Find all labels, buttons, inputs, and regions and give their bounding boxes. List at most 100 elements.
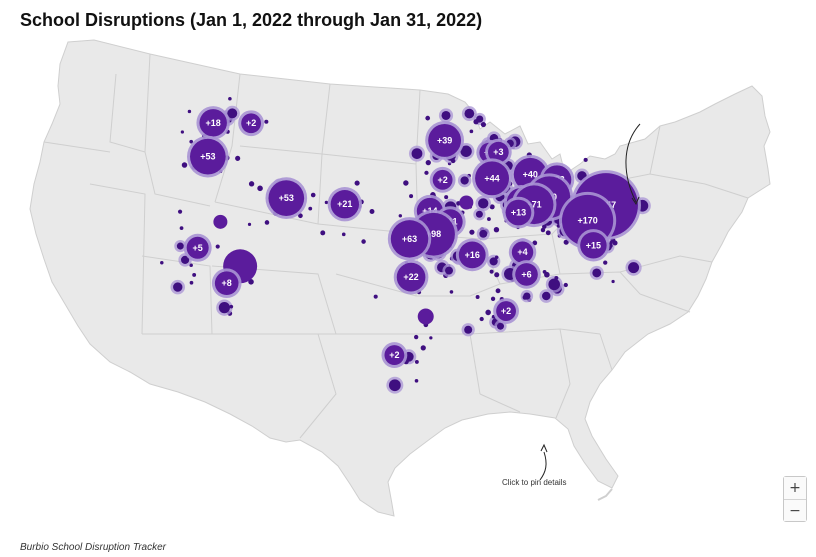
disruption-dot: [341, 232, 346, 237]
school-disruption-map[interactable]: +18+2+53+39+2+3+40+22+357+44+53+5+2+21+9…: [0, 34, 816, 534]
cluster-marker[interactable]: +44: [472, 158, 512, 199]
disruption-dot: [298, 213, 303, 219]
cluster-fill: [515, 263, 538, 286]
cluster-count-label: +13: [511, 208, 526, 218]
disruption-dot: [494, 272, 500, 278]
disruption-dot: [485, 309, 491, 316]
disruption-dot: [444, 195, 449, 200]
cluster-marker[interactable]: +39: [425, 121, 465, 160]
cluster-count-label: +15: [586, 240, 601, 250]
cluster-marker[interactable]: +53: [265, 177, 308, 219]
disruption-dot: [493, 227, 500, 233]
disruption-dot: [179, 226, 184, 231]
cluster-marker[interactable]: +2: [238, 110, 265, 137]
cluster-marker[interactable]: +18: [196, 106, 230, 140]
disruption-dot: [424, 170, 429, 175]
cluster-count-label: +8: [222, 278, 232, 288]
disruption-dot: [229, 304, 234, 309]
cluster-marker[interactable]: +53: [187, 135, 229, 178]
disruption-dot: [264, 119, 269, 124]
cluster-count-label: +16: [465, 250, 480, 260]
cluster-marker[interactable]: +63: [387, 217, 432, 261]
cluster-count-label: +2: [389, 350, 399, 360]
disruption-dot: [464, 108, 475, 119]
disruption-dot: [369, 209, 375, 214]
cluster-marker[interactable]: +16: [455, 238, 489, 272]
disruption-dot: [469, 229, 475, 235]
pointer-arrows: [539, 123, 641, 481]
disruption-dot: [603, 260, 608, 265]
disruption-dot: [475, 210, 483, 218]
cluster-marker[interactable]: +6: [512, 260, 541, 289]
disruption-dot: [494, 255, 499, 260]
disruption-dot: [487, 217, 491, 221]
map-title: School Disruptions (Jan 1, 2022 through …: [20, 10, 483, 30]
zoom-in-button[interactable]: +: [784, 477, 806, 499]
disruption-dot: [475, 295, 480, 299]
cluster-count-label: +4: [517, 247, 527, 257]
cluster-fill: [330, 190, 360, 219]
disruption-dot: [489, 204, 495, 210]
disruption-dot: [542, 269, 547, 274]
disruption-dot: [215, 244, 220, 249]
source-credit: Burbio School Disruption Tracker: [20, 542, 166, 553]
cluster-count-label: +39: [437, 135, 452, 145]
disruption-dot: [460, 176, 469, 185]
cluster-count-label: +170: [577, 215, 597, 225]
disruption-dot: [491, 134, 497, 139]
cluster-count-label: +40: [523, 169, 538, 179]
disruption-dot: [583, 157, 588, 162]
disruption-dot: [264, 220, 270, 225]
cluster-marker[interactable]: +21: [327, 187, 363, 222]
disruption-dot: [373, 294, 378, 299]
cluster-fill: [396, 262, 426, 292]
disruption-dot: [414, 359, 419, 364]
cluster-count-label: +53: [279, 193, 294, 203]
disruption-dot: [609, 240, 613, 245]
disruption-dot: [479, 229, 488, 238]
cluster-fill: [268, 180, 305, 216]
cluster-marker[interactable]: +8: [211, 268, 242, 299]
cluster-fill: [488, 141, 509, 163]
disruption-dot: [445, 266, 453, 275]
disruption-dot: [540, 227, 546, 233]
arrow-to-cluster-22: [625, 123, 641, 203]
disruption-dot: [398, 214, 403, 218]
cluster-marker[interactable]: +2: [493, 298, 519, 324]
disruption-dot: [409, 194, 414, 199]
disruption-dot: [324, 200, 329, 205]
cluster-count-label: +63: [402, 234, 417, 244]
disruption-dot: [479, 316, 484, 322]
disruption-dot: [228, 96, 232, 101]
disruption-dot: [495, 288, 501, 294]
arrow-head: [631, 196, 640, 206]
cluster-fill: [241, 113, 262, 134]
disruption-dot: [425, 115, 431, 121]
disruption-dot: [218, 302, 230, 314]
large-disruption-dot: [417, 308, 434, 325]
disruption-dot: [489, 269, 494, 274]
zoom-out-button[interactable]: −: [784, 499, 806, 521]
cluster-marker[interactable]: +2: [429, 166, 456, 193]
disruption-dot: [425, 159, 431, 166]
disruption-dot: [180, 130, 184, 134]
cluster-marker[interactable]: +13: [502, 196, 535, 229]
disruption-dot: [361, 239, 366, 244]
disruption-dot: [429, 336, 433, 340]
cluster-fill: [390, 220, 429, 258]
cluster-count-label: +2: [246, 118, 256, 128]
cluster-marker[interactable]: +15: [577, 229, 610, 262]
disruption-dot: [227, 108, 238, 119]
cluster-marker[interactable]: +5: [183, 233, 212, 262]
us-map-svg[interactable]: +18+2+53+39+2+3+40+22+357+44+53+5+2+21+9…: [0, 34, 816, 534]
cluster-marker[interactable]: +4: [508, 238, 537, 266]
disruption-dot: [489, 257, 498, 266]
cluster-fill: [458, 241, 486, 269]
disruption-dot: [177, 209, 183, 214]
cluster-marker[interactable]: +22: [393, 259, 429, 295]
cluster-marker[interactable]: +2: [381, 342, 408, 368]
disruption-dot: [592, 268, 602, 278]
disruption-dot: [176, 242, 184, 250]
cluster-count-label: +5: [193, 243, 203, 253]
disruption-dot: [192, 272, 197, 277]
